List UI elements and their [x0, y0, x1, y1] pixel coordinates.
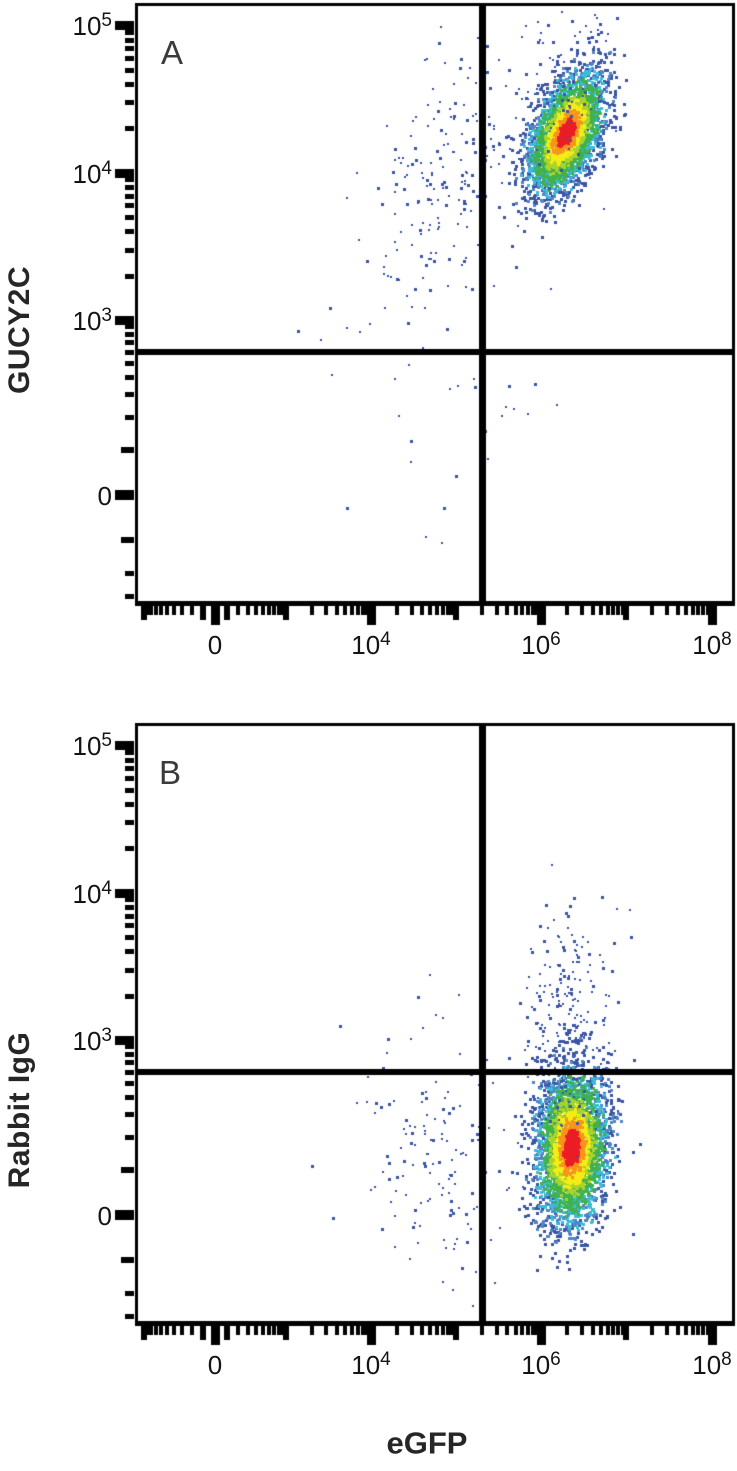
x-tick-label: 108 — [692, 1349, 732, 1380]
y-tick-label: 0 — [97, 1201, 112, 1231]
y-tick-label: 105 — [72, 10, 113, 41]
x-tick-label: 0 — [207, 630, 223, 660]
x-tick-label: 106 — [521, 1349, 561, 1380]
x-tick-label: 108 — [692, 629, 732, 660]
y-tick-label: 103 — [72, 305, 113, 336]
y-axis-title-rabbit-igg: Rabbit IgG — [3, 1031, 36, 1189]
y-tick-label: 104 — [72, 158, 113, 189]
x-tick-label: 106 — [521, 629, 561, 660]
y-tick-label: 103 — [72, 1025, 113, 1056]
panel-a-label: A — [161, 34, 184, 71]
panel-b-label: B — [159, 754, 182, 791]
x-tick-label: 104 — [351, 629, 391, 660]
y-tick-label: 105 — [72, 730, 113, 761]
x-tick-label: 0 — [207, 1350, 223, 1380]
y-tick-label: 104 — [72, 878, 113, 909]
x-axis-title-egfp: eGFP — [386, 1425, 468, 1461]
x-tick-label: 104 — [351, 1349, 391, 1380]
y-tick-label: 0 — [97, 481, 112, 511]
